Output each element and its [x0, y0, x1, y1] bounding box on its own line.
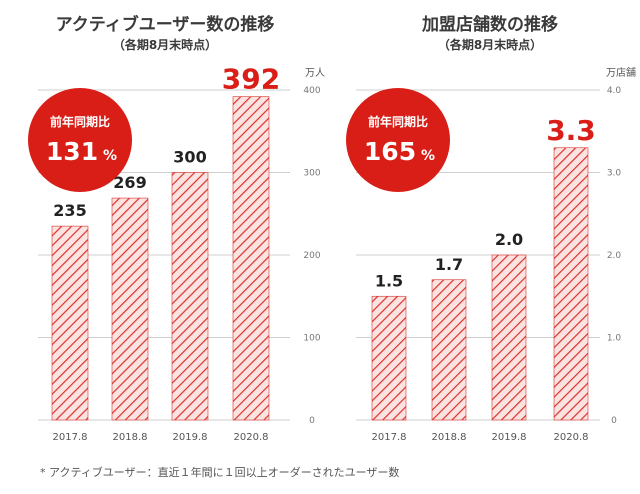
chart2-badge-percent: %	[421, 148, 435, 164]
chart1-subtitle: （各期8月末時点）	[112, 38, 218, 52]
chart2-ytick-label: 2.0	[607, 251, 622, 261]
chart1-bar	[51, 225, 89, 421]
chart1-title: アクティブユーザー数の推移	[55, 15, 275, 35]
chart1-unit-label: 万人	[305, 67, 325, 79]
chart1-bar	[111, 197, 149, 421]
chart1-ytick-label: 0	[309, 416, 315, 426]
chart2-badge-circle	[346, 88, 450, 192]
chart2-ytick-label: 1.0	[607, 334, 622, 344]
chart2-subtitle: （各期8月末時点）	[437, 38, 543, 52]
chart1-category-label: 2018.8	[113, 432, 148, 443]
chart1-category-label: 2020.8	[234, 432, 269, 443]
chart1-value-label: 300	[173, 148, 206, 167]
chart2-ytick-label: 0	[611, 416, 617, 426]
chart1-ytick-label: 300	[303, 169, 320, 179]
chart2-value-label: 3.3	[546, 114, 596, 147]
chart1-bar	[171, 172, 209, 421]
chart2-category-label: 2018.8	[432, 432, 467, 443]
chart2-category-label: 2017.8	[372, 432, 407, 443]
chart2-bar	[431, 279, 467, 421]
chart1-badge-circle	[28, 88, 132, 192]
chart2-bar	[553, 147, 589, 421]
chart2-ytick-label: 4.0	[607, 86, 622, 96]
chart1-badge-percent: %	[103, 148, 117, 164]
chart1-value-label: 269	[113, 173, 146, 192]
chart1-category-label: 2019.8	[173, 432, 208, 443]
chart2-ytick-label: 3.0	[607, 169, 622, 179]
chart2-value-label: 1.7	[435, 255, 463, 274]
chart1-badge-value: 131	[46, 137, 98, 166]
chart2-title: 加盟店舗数の推移	[422, 15, 558, 35]
chart2-unit-label: 万店舗	[606, 66, 636, 79]
chart2-bar	[491, 254, 527, 421]
chart2-bar	[371, 295, 407, 421]
chart1-bar	[232, 96, 270, 421]
chart1-badge-label: 前年同期比	[50, 114, 110, 129]
chart2-value-label: 1.5	[375, 271, 403, 290]
chart1-ytick-label: 200	[303, 251, 320, 261]
chart1-ytick-label: 100	[303, 334, 320, 344]
chart1-value-label: 392	[222, 63, 280, 96]
chart1-ytick-label: 400	[303, 86, 320, 96]
chart2-badge-value: 165	[364, 137, 416, 166]
chart2-badge-label: 前年同期比	[368, 114, 428, 129]
chart2-category-label: 2020.8	[554, 432, 589, 443]
chart2-category-label: 2019.8	[492, 432, 527, 443]
chart2-value-label: 2.0	[495, 230, 523, 249]
footnote: * アクティブユーザー：直近１年間に１回以上オーダーされたユーザー数	[40, 466, 400, 479]
chart1-category-label: 2017.8	[53, 432, 88, 443]
chart1-value-label: 235	[53, 201, 86, 220]
